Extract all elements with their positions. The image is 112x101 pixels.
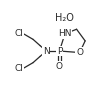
Text: O: O — [75, 48, 82, 57]
Text: Cl: Cl — [15, 64, 24, 73]
Text: HN: HN — [58, 29, 71, 38]
Text: P: P — [56, 46, 62, 56]
Text: N: N — [42, 46, 49, 56]
Text: Cl: Cl — [15, 29, 24, 38]
Text: H₂O: H₂O — [54, 13, 73, 23]
Text: O: O — [55, 62, 62, 71]
